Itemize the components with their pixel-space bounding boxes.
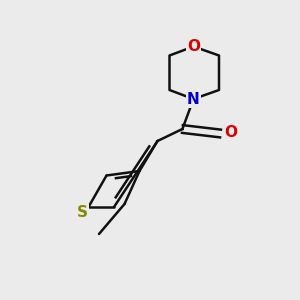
Text: O: O (224, 125, 237, 140)
Text: N: N (187, 92, 200, 106)
Text: S: S (76, 205, 87, 220)
Text: O: O (187, 39, 200, 54)
